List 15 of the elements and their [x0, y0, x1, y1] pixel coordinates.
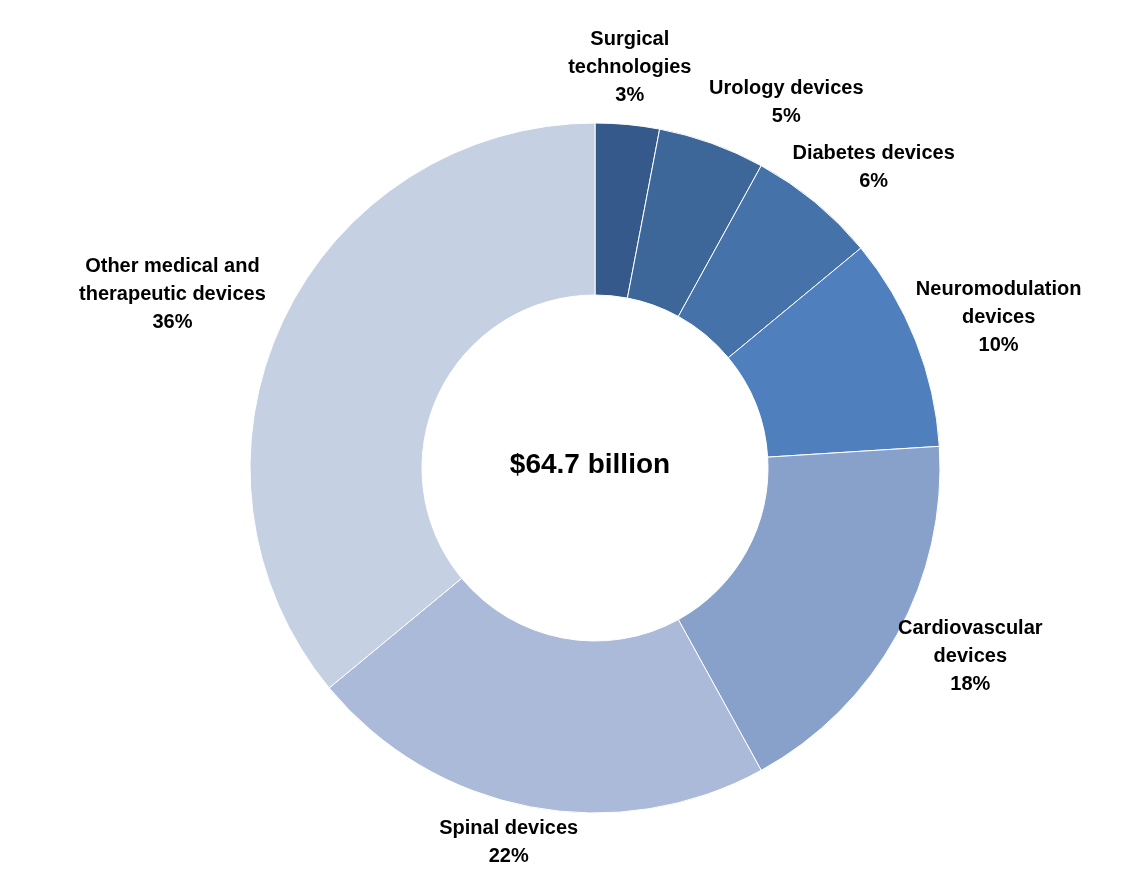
slice-label: Neuromodulation devices [915, 277, 1082, 328]
data-label: 36% [152, 310, 193, 333]
data-label: 6% [859, 169, 889, 192]
data-label: 3% [615, 82, 645, 105]
data-label: 10% [978, 333, 1019, 356]
text: $64.7 billion [509, 447, 671, 479]
data-label: 18% [950, 672, 991, 695]
slice-label: Cardiovascular devices [898, 616, 1043, 667]
slice-label: Urology devices [709, 75, 864, 98]
slice-label: Spinal devices [439, 816, 579, 839]
data-label: 5% [771, 103, 801, 126]
slice-label: Other medical and therapeutic devices [79, 254, 266, 305]
data-label: 22% [488, 844, 529, 867]
slice-label: Surgical technologies [568, 26, 692, 77]
slice-label: Diabetes devices [792, 141, 955, 164]
